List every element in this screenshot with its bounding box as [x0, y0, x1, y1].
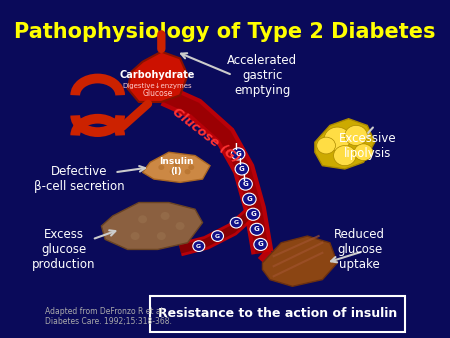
- Text: Resistance to the action of insulin: Resistance to the action of insulin: [158, 308, 397, 320]
- Circle shape: [170, 169, 176, 174]
- Circle shape: [184, 169, 190, 174]
- Circle shape: [250, 223, 264, 235]
- Text: Glucose: Glucose: [142, 89, 173, 98]
- Polygon shape: [262, 236, 338, 286]
- Text: Adapted from DeFronzo R et al.
Diabetes Care. 1992;15:318-368.: Adapted from DeFronzo R et al. Diabetes …: [45, 307, 172, 326]
- FancyBboxPatch shape: [150, 296, 405, 332]
- Circle shape: [157, 232, 166, 240]
- Circle shape: [317, 137, 335, 154]
- Circle shape: [246, 208, 260, 220]
- Text: Accelerated
gastric
emptying: Accelerated gastric emptying: [227, 54, 297, 97]
- Circle shape: [161, 212, 170, 220]
- Circle shape: [231, 148, 245, 160]
- Text: Insulin
(I): Insulin (I): [159, 156, 194, 176]
- Circle shape: [130, 232, 140, 240]
- Text: G: G: [234, 220, 239, 225]
- Text: G: G: [239, 166, 245, 172]
- Text: G: G: [243, 181, 248, 187]
- Text: G: G: [196, 244, 201, 249]
- Text: Digestive↓enzymes: Digestive↓enzymes: [123, 83, 193, 89]
- Text: G: G: [254, 226, 260, 232]
- Circle shape: [158, 165, 164, 170]
- Text: I: I: [234, 143, 237, 152]
- Polygon shape: [315, 119, 375, 169]
- Text: G: G: [235, 151, 241, 157]
- Circle shape: [324, 127, 351, 150]
- Circle shape: [354, 144, 373, 161]
- Circle shape: [138, 215, 147, 223]
- Circle shape: [235, 163, 248, 175]
- Circle shape: [173, 161, 179, 167]
- Circle shape: [333, 146, 356, 166]
- Circle shape: [230, 217, 242, 228]
- Circle shape: [193, 241, 205, 251]
- Polygon shape: [128, 52, 188, 102]
- Text: I: I: [242, 174, 245, 183]
- Circle shape: [188, 165, 194, 170]
- Circle shape: [254, 238, 267, 250]
- Text: Glucose (G): Glucose (G): [170, 105, 243, 166]
- Text: G: G: [247, 196, 252, 202]
- Text: Excessive
lipolysis: Excessive lipolysis: [338, 131, 396, 160]
- Text: I: I: [238, 159, 241, 167]
- Text: Carbohydrate: Carbohydrate: [120, 70, 195, 80]
- Text: Pathophysiology of Type 2 Diabetes: Pathophysiology of Type 2 Diabetes: [14, 22, 436, 42]
- Text: Defective
β-cell secretion: Defective β-cell secretion: [34, 165, 124, 193]
- FancyArrowPatch shape: [122, 104, 148, 127]
- Circle shape: [176, 222, 184, 230]
- Polygon shape: [143, 152, 210, 183]
- Text: Excess
glucose
production: Excess glucose production: [32, 228, 96, 271]
- Polygon shape: [101, 202, 202, 249]
- Circle shape: [239, 178, 252, 190]
- Text: G: G: [250, 211, 256, 217]
- Text: G: G: [215, 234, 220, 239]
- Circle shape: [243, 193, 256, 205]
- Circle shape: [212, 231, 224, 241]
- Circle shape: [345, 125, 367, 146]
- Text: G: G: [258, 241, 263, 247]
- Text: Reduced
glucose
uptake: Reduced glucose uptake: [334, 228, 385, 271]
